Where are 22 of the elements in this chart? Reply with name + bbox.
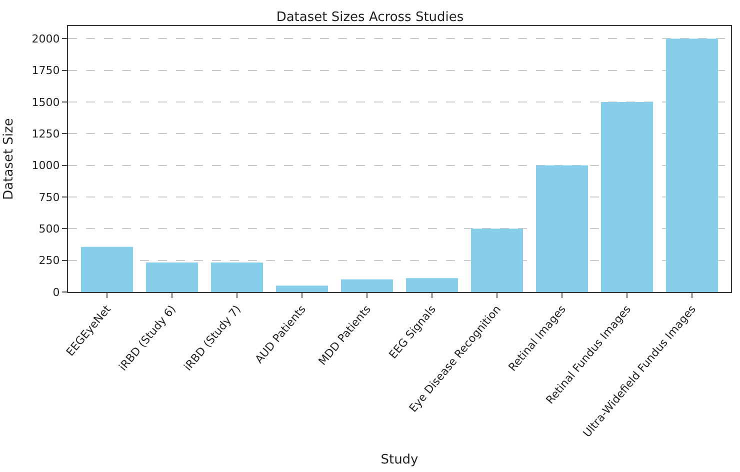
bar xyxy=(406,278,458,292)
y-tick-label: 1000 xyxy=(32,159,60,172)
bar xyxy=(471,228,523,292)
y-tick-label: 2000 xyxy=(32,32,60,46)
bar xyxy=(666,38,718,292)
y-tick-label: 250 xyxy=(38,254,60,268)
y-tick-label: 1500 xyxy=(32,96,60,109)
x-axis-title: Study xyxy=(380,452,419,468)
y-tick-label: 500 xyxy=(38,222,60,236)
bar xyxy=(81,246,133,292)
y-axis-title: Dataset Size xyxy=(2,118,17,200)
bar xyxy=(146,262,198,292)
y-tick-label: 750 xyxy=(38,190,60,204)
bar xyxy=(276,286,328,292)
bar xyxy=(341,279,393,292)
y-tick-label: 0 xyxy=(52,286,60,299)
y-tick-label: 1750 xyxy=(32,64,60,78)
bar xyxy=(211,262,263,292)
bar xyxy=(536,165,588,292)
chart-title: Dataset Sizes Across Studies xyxy=(276,10,464,25)
y-tick-label: 1250 xyxy=(32,128,60,141)
bar xyxy=(601,102,653,292)
